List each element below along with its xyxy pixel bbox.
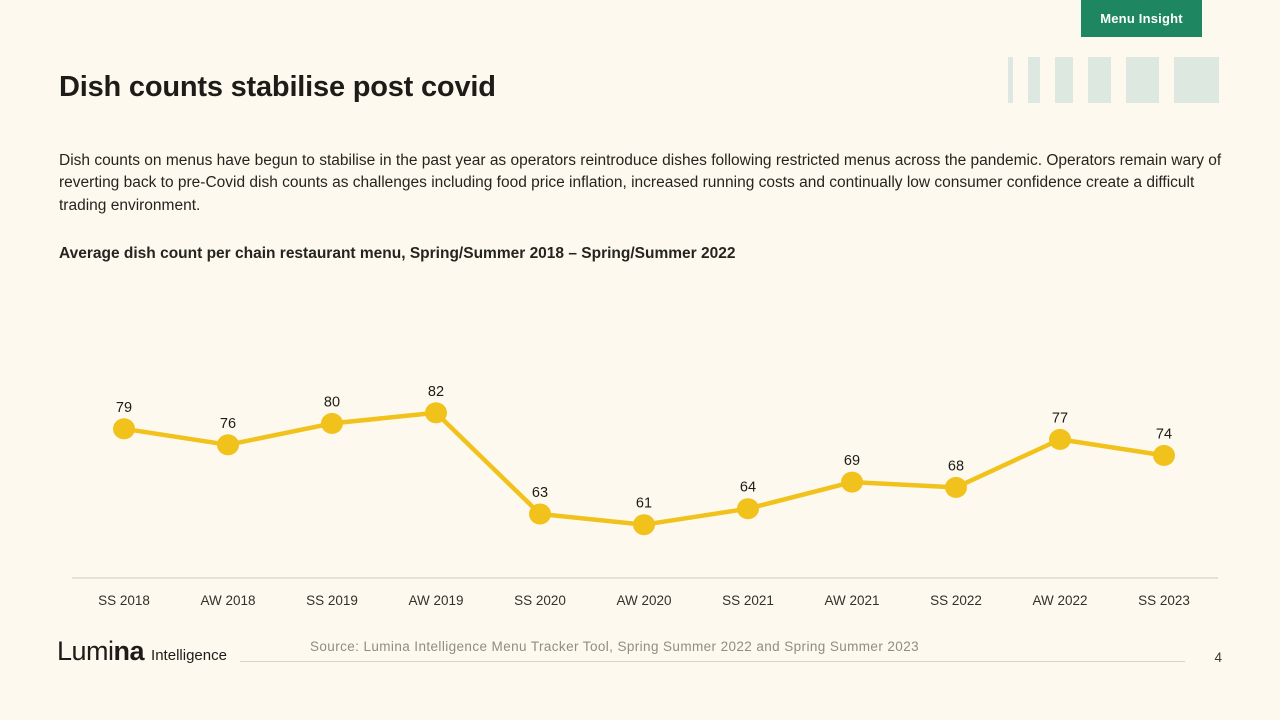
chart-category-label: AW 2021 [824,593,879,608]
page-number: 4 [1214,650,1222,665]
page-title: Dish counts stabilise post covid [59,71,496,103]
chart-category-label: SS 2023 [1138,593,1190,608]
chart-marker [841,471,863,493]
logo-text-suffix: Intelligence [151,647,227,664]
chart-category-label: SS 2020 [514,593,566,608]
chart-category-label: SS 2018 [98,593,150,608]
chart-marker [633,514,655,536]
logo-text-bold: na [113,636,145,666]
chart-value-label: 69 [844,453,860,469]
chart-category-label: AW 2019 [408,593,463,608]
chart-category-label: AW 2018 [200,593,255,608]
chart-marker [945,476,967,498]
source-note: Source: Lumina Intelligence Menu Tracker… [310,639,920,654]
chart-value-label: 74 [1156,426,1172,442]
intro-paragraph: Dish counts on menus have begun to stabi… [59,152,1222,214]
chart-category-label: SS 2022 [930,593,982,608]
logo-text-light: Lumi [57,636,114,666]
chart-marker [529,503,551,525]
chart-category-label: SS 2021 [722,593,774,608]
chart-marker [321,412,343,434]
dish-count-line-chart: 79 SS 2018 76 AW 2018 80 SS 2019 82 AW 2019 63 SS… [72,384,1218,608]
decorative-bar [1008,57,1013,103]
chart-marker [217,434,239,456]
chart-category-label: SS 2019 [306,593,358,608]
chart-marker [425,402,447,424]
decorative-bar [1126,57,1159,103]
chart-value-label: 79 [116,400,132,416]
decorative-bar [1174,57,1219,103]
chart-marker [1153,444,1175,466]
decorative-bars [1008,57,1219,103]
chart-category-label: AW 2022 [1032,593,1087,608]
decorative-bar [1055,57,1073,103]
chart-value-label: 82 [428,384,444,400]
chart-value-label: 63 [532,485,548,501]
chart-marker [737,498,759,520]
chart-value-label: 68 [948,458,964,474]
decorative-bar [1088,57,1111,103]
chart-value-label: 61 [636,496,652,512]
footer-divider [240,661,1185,662]
decorative-bar [1028,57,1040,103]
chart-value-label: 64 [740,480,756,496]
lumina-intelligence-logo: Lumina Intelligence [57,636,227,667]
chart-category-label: AW 2020 [616,593,671,608]
chart-marker [1049,428,1071,450]
chart-value-label: 80 [324,394,340,410]
chart-marker [113,418,135,440]
menu-insight-badge: Menu Insight [1081,0,1202,37]
chart-value-label: 76 [220,416,236,432]
chart-heading: Average dish count per chain restaurant … [59,245,736,262]
chart-value-label: 77 [1052,410,1068,426]
